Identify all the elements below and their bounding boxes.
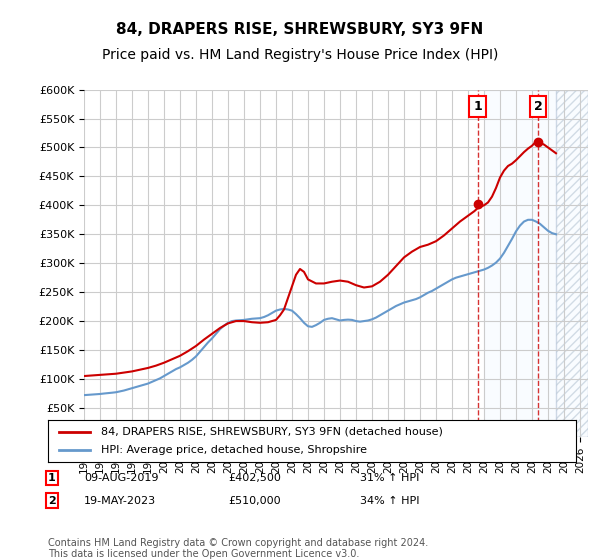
Text: 2: 2 [48, 496, 56, 506]
Text: 84, DRAPERS RISE, SHREWSBURY, SY3 9FN: 84, DRAPERS RISE, SHREWSBURY, SY3 9FN [116, 22, 484, 38]
Text: 2: 2 [534, 100, 542, 113]
Text: 1: 1 [48, 473, 56, 483]
Bar [484, 90, 556, 437]
Bar [556, 90, 588, 437]
Text: 19-MAY-2023: 19-MAY-2023 [84, 496, 156, 506]
Text: 31% ↑ HPI: 31% ↑ HPI [360, 473, 419, 483]
Text: £402,500: £402,500 [228, 473, 281, 483]
Text: 84, DRAPERS RISE, SHREWSBURY, SY3 9FN (detached house): 84, DRAPERS RISE, SHREWSBURY, SY3 9FN (d… [101, 427, 443, 437]
Text: 1: 1 [473, 100, 482, 113]
Text: 09-AUG-2019: 09-AUG-2019 [84, 473, 158, 483]
Text: 34% ↑ HPI: 34% ↑ HPI [360, 496, 419, 506]
Text: £510,000: £510,000 [228, 496, 281, 506]
Bar [556, 90, 588, 437]
Text: Price paid vs. HM Land Registry's House Price Index (HPI): Price paid vs. HM Land Registry's House … [102, 48, 498, 62]
Text: HPI: Average price, detached house, Shropshire: HPI: Average price, detached house, Shro… [101, 445, 367, 455]
Text: Contains HM Land Registry data © Crown copyright and database right 2024.
This d: Contains HM Land Registry data © Crown c… [48, 538, 428, 559]
